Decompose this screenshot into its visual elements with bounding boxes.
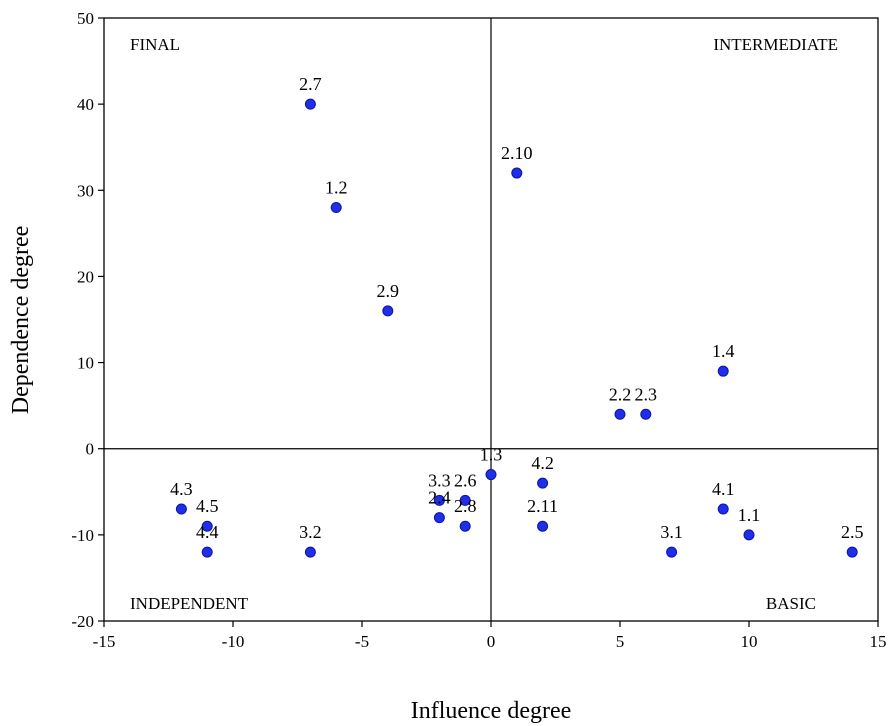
data-label-4.1: 4.1 [712, 479, 735, 499]
data-point-1.3 [485, 469, 497, 481]
quadrant-label-intermediate: INTERMEDIATE [713, 35, 838, 54]
y-tick-label: -10 [71, 526, 94, 545]
x-tick-label: -10 [222, 632, 245, 651]
data-point-2.6 [459, 494, 471, 506]
data-label-4.4: 4.4 [196, 522, 219, 542]
data-label-4.2: 4.2 [531, 453, 554, 473]
data-label-2.10: 2.10 [501, 143, 533, 163]
data-point-3.2 [304, 546, 316, 558]
data-label-2.4: 2.4 [428, 488, 451, 508]
data-label-1.1: 1.1 [738, 505, 761, 525]
data-label-3.3: 3.3 [428, 470, 451, 490]
quadrant-label-basic: BASIC [766, 594, 816, 613]
y-tick-label: 40 [77, 95, 94, 114]
data-point-3.1 [666, 546, 678, 558]
data-label-2.2: 2.2 [609, 384, 632, 404]
data-label-2.11: 2.11 [527, 496, 558, 516]
x-tick-label: -5 [355, 632, 369, 651]
data-label-1.3: 1.3 [480, 445, 503, 465]
data-point-1.4 [717, 365, 729, 377]
data-point-2.10 [511, 167, 523, 179]
data-point-2.4 [433, 512, 445, 524]
data-label-1.2: 1.2 [325, 178, 348, 198]
data-point-4.3 [175, 503, 187, 515]
data-label-3.1: 3.1 [660, 522, 683, 542]
data-point-2.11 [537, 520, 549, 532]
x-tick-label: -15 [93, 632, 116, 651]
x-tick-label: 15 [870, 632, 887, 651]
data-label-4.3: 4.3 [170, 479, 193, 499]
x-axis-title: Influence degree [411, 698, 572, 724]
y-tick-label: 20 [77, 267, 94, 286]
data-point-4.1 [717, 503, 729, 515]
x-tick-label: 5 [616, 632, 625, 651]
data-point-2.7 [304, 98, 316, 110]
data-points: 2.7 1.2 2.9 2.10 1.4 2.2 2.3 1.3 4.2 3.3 2.62.4 2.8… [170, 74, 864, 558]
quadrant-label-independent: INDEPENDENT [130, 594, 249, 613]
x-tick-label: 10 [741, 632, 758, 651]
quadrant-labels: FINAL INTERMEDIATE INDEPENDENT BASIC [130, 35, 838, 613]
data-label-3.2: 3.2 [299, 522, 322, 542]
y-tick-label: 30 [77, 181, 94, 200]
data-label-1.4: 1.4 [712, 341, 735, 361]
data-point-4.5 [201, 520, 213, 532]
data-point-4.2 [537, 477, 549, 489]
data-label-2.7: 2.7 [299, 74, 322, 94]
data-point-2.3 [640, 408, 652, 420]
y-axis-title: Dependence degree [8, 226, 34, 415]
y-tick-label: 0 [86, 440, 95, 459]
data-point-2.5 [846, 546, 858, 558]
data-label-4.5: 4.5 [196, 496, 219, 516]
data-label-2.6: 2.6 [454, 470, 477, 490]
data-point-2.9 [382, 305, 394, 317]
data-point-1.2 [330, 202, 342, 214]
x-axis-ticks: -15 -10 -5 0 5 10 15 [93, 621, 887, 651]
data-label-2.9: 2.9 [377, 281, 400, 301]
y-tick-label: 10 [77, 354, 94, 373]
data-point-3.3 [433, 494, 445, 506]
x-tick-label: 0 [487, 632, 496, 651]
data-point-2.8 [459, 520, 471, 532]
data-label-2.3: 2.3 [635, 384, 658, 404]
data-point-1.1 [743, 529, 755, 541]
y-axis-ticks: -20 -10 0 10 20 30 40 50 [71, 9, 104, 631]
data-label-2.5: 2.5 [841, 522, 864, 542]
data-label-2.8: 2.8 [454, 496, 477, 516]
data-point-2.2 [614, 408, 626, 420]
quadrant-label-final: FINAL [130, 35, 180, 54]
data-point-4.4 [201, 546, 213, 558]
y-tick-label: -20 [71, 612, 94, 631]
y-tick-label: 50 [77, 9, 94, 28]
